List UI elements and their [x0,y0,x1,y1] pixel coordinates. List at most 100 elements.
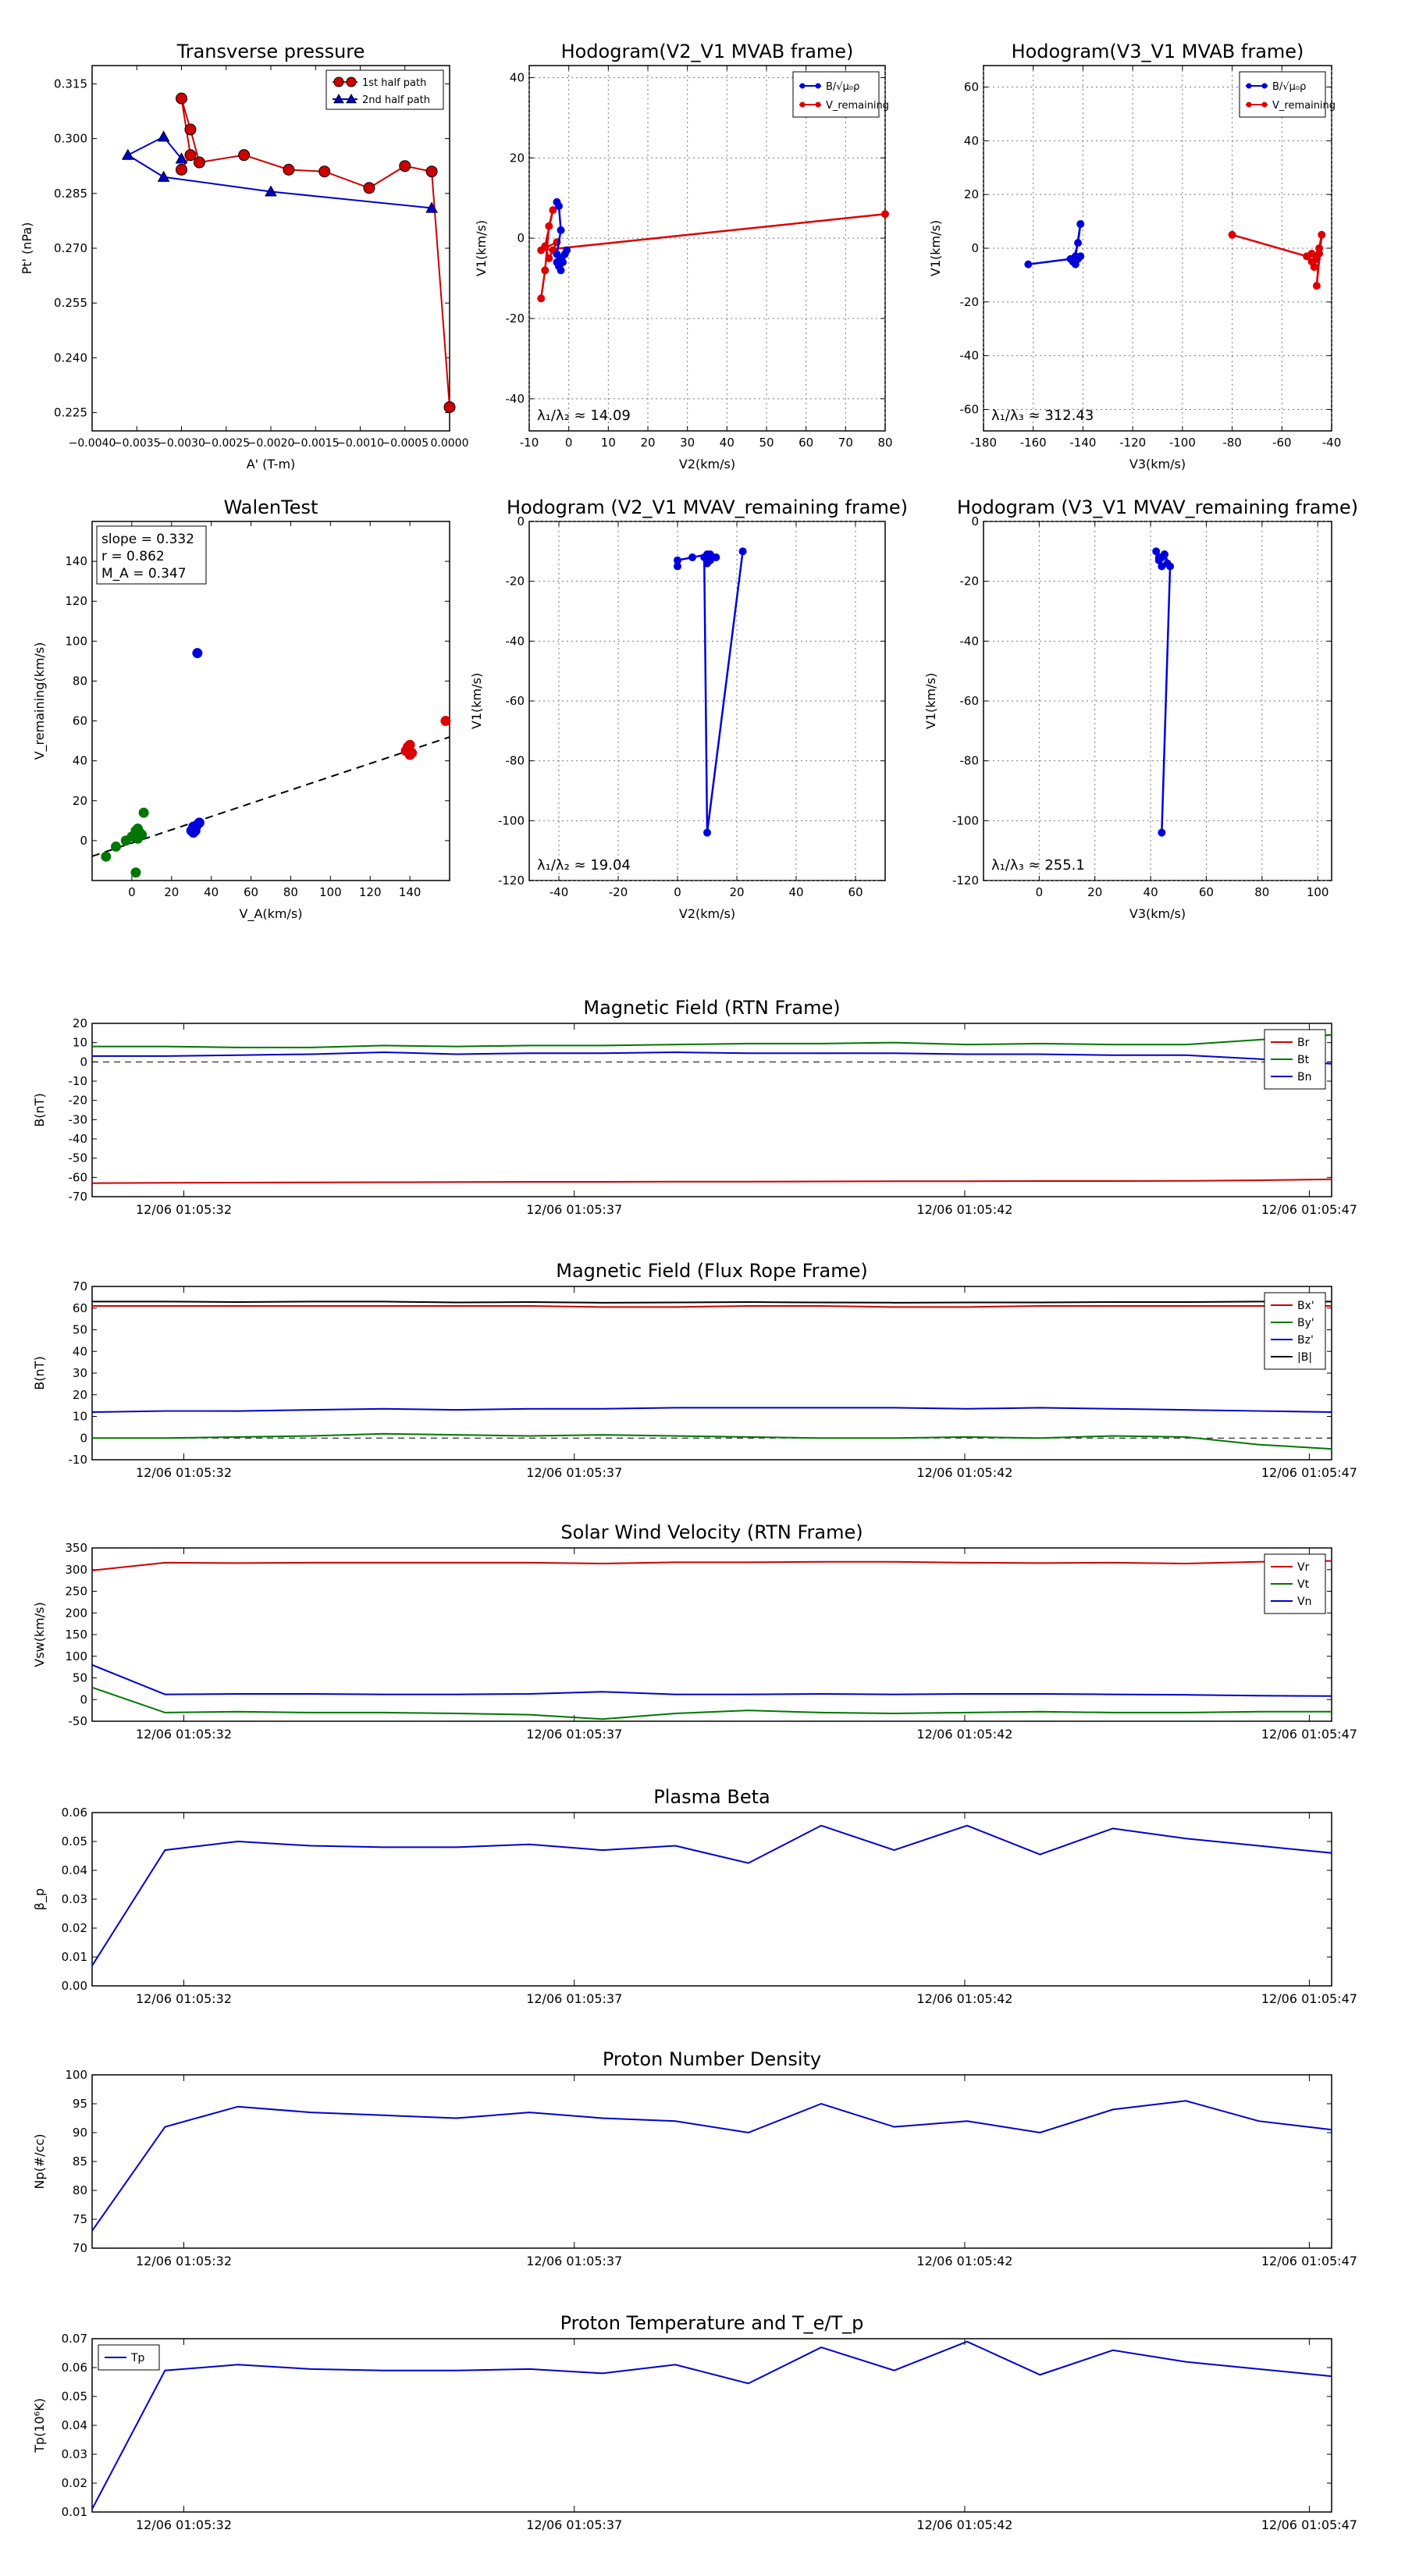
eigenvalue-ratio: λ₁/λ₃ ≈ 312.43 [991,407,1094,424]
x-axis-label: V2(km/s) [679,906,735,921]
y-tick-label: 20 [964,187,979,201]
b-alfven-point [1074,254,1083,263]
x-tick-label: 12/06 01:05:37 [526,1202,622,1217]
x-tick-label: 40 [720,436,735,450]
x-tick-label: 140 [399,885,422,899]
y-tick-label: 200 [65,1606,87,1620]
series-line-Bz [91,1407,1332,1413]
mag-rtn-panel: Magnetic Field (RTN Frame) 12/06 01:05:32… [32,997,1357,1217]
x-tick-label: 80 [1254,885,1269,899]
v-remaining-point [537,294,546,303]
x-tick-label: -180 [970,436,997,450]
legend-box [1239,71,1326,118]
walen-point-green [138,807,149,818]
stats-line: slope = 0.332 [101,532,194,547]
proton-temp-panel: Proton Temperature and T_e/T_p 12/06 01:0… [32,2312,1357,2532]
legend-label: By' [1297,1317,1314,1329]
series-line-Bt [92,1034,1332,1048]
y-tick-label: -40 [960,634,980,648]
legend-label: Bz' [1297,1334,1314,1347]
proton-density-panel: Proton Number Density 12/06 01:05:32 12/06… [32,2048,1357,2268]
legend-label: B/√μ₀ρ [1272,81,1306,93]
x-tick-label: 20 [729,885,744,899]
x-tick-label: 12/06 01:05:47 [1261,2254,1357,2268]
series-marker-1st-half [238,149,251,162]
x-tick-label: 12/06 01:05:42 [916,1991,1012,2006]
b-alfven-point [1074,239,1083,247]
y-tick-label: 30 [73,1366,87,1380]
y-axis-label: Np(#/cc) [32,2134,47,2190]
series-marker-2nd-half [157,130,170,142]
y-tick-label: 95 [73,2097,87,2111]
hodogram-v2v1-mvab-panel: Hodogram(V2_V1 MVAB frame) -10 0 10 20 30 40 50… [474,41,893,471]
series-marker-1st-half [443,401,456,414]
legend-marker [815,101,821,108]
series-marker-2nd-half [265,185,277,197]
x-tick-label: 12/06 01:05:32 [136,2254,232,2268]
y-tick-label: 0.315 [54,76,87,91]
y-tick-label: -20 [506,575,525,589]
y-tick-label: -100 [498,813,525,827]
eigenvalue-ratio: λ₁/λ₂ ≈ 14.09 [537,407,631,424]
x-tick-label: 12/06 01:05:47 [1261,1727,1357,1742]
legend-label: Br [1297,1037,1310,1049]
series-marker-1st-half [184,149,197,162]
y-tick-label: 0.04 [62,2418,87,2432]
v-remaining-point [1307,258,1316,266]
series-line-Vt [91,1686,1332,1720]
y-tick-label: 100 [65,634,87,648]
v-remaining-point [1318,230,1326,239]
walen-point-blue [194,817,205,828]
x-tick-label: 60 [848,885,863,899]
walen-point-green [130,867,141,878]
legend: B/√μ₀ρ V_remaining [792,71,889,118]
series-line-Tp [91,2340,1332,2510]
panel-title: Hodogram (V3_V1 MVAV_remaining frame) [957,496,1358,518]
y-tick-label: 60 [73,714,87,728]
y-axis-label: V1(km/s) [474,220,489,276]
x-tick-label: −0.0030 [158,437,205,450]
velocity-rtn-panel-frame [91,1547,1332,1722]
v-remaining-point [537,246,546,254]
x-tick-label: 80 [283,885,298,899]
x-tick-label: 60 [1199,885,1214,899]
series-line-Vr [91,1560,1332,1571]
hodogram-point [1158,828,1166,837]
y-tick-label: 0.300 [54,132,87,146]
x-axis-label: V2(km/s) [679,457,735,471]
v-remaining-point [1315,249,1324,258]
stats-box: slope = 0.332 r = 0.862 M_A = 0.347 [96,525,207,585]
x-tick-label: 70 [838,436,853,450]
y-tick-label: 20 [73,1016,87,1030]
legend-label: Tp [130,2352,145,2364]
panel-title: Transverse pressure [176,41,365,62]
legend-label: Bx' [1297,1300,1314,1312]
x-tick-label: 0.0000 [431,437,469,450]
y-tick-label: 20 [73,1388,87,1402]
x-tick-label: 12/06 01:05:42 [916,2254,1012,2268]
y-tick-label: 120 [65,594,87,608]
x-tick-label: −0.0020 [247,437,295,450]
mag-flux-panel-frame [91,1286,1332,1461]
x-tick-label: 0 [674,885,681,899]
y-tick-label: 0.02 [62,1921,87,1935]
x-tick-label: 12/06 01:05:37 [526,2254,622,2268]
y-tick-label: -120 [498,873,525,888]
x-tick-label: 0 [128,885,136,899]
plasma-beta-panel: Plasma Beta 12/06 01:05:32 12/06 01:05:37 1… [32,1786,1357,2006]
y-tick-label: -70 [69,1190,88,1204]
v-remaining-point [545,222,553,230]
legend: Bx' By' Bz' |B| [1264,1292,1326,1370]
x-tick-label: 12/06 01:05:32 [136,1991,232,2006]
legend-label: Bt [1297,1054,1310,1066]
x-axis-label: V_A(km/s) [240,906,303,922]
mag-flux-panel: Magnetic Field (Flux Rope Frame) 12/06 01… [32,1260,1357,1480]
x-tick-label: -100 [1169,436,1196,450]
walen-point-blue [190,825,201,836]
x-tick-label: 12/06 01:05:32 [136,1465,232,1480]
x-tick-label: 12/06 01:05:37 [526,1991,622,2006]
legend-marker [799,101,806,108]
legend-label: 1st half path [362,77,426,89]
legend-marker [1246,83,1252,89]
y-tick-label: 50 [73,1323,87,1337]
